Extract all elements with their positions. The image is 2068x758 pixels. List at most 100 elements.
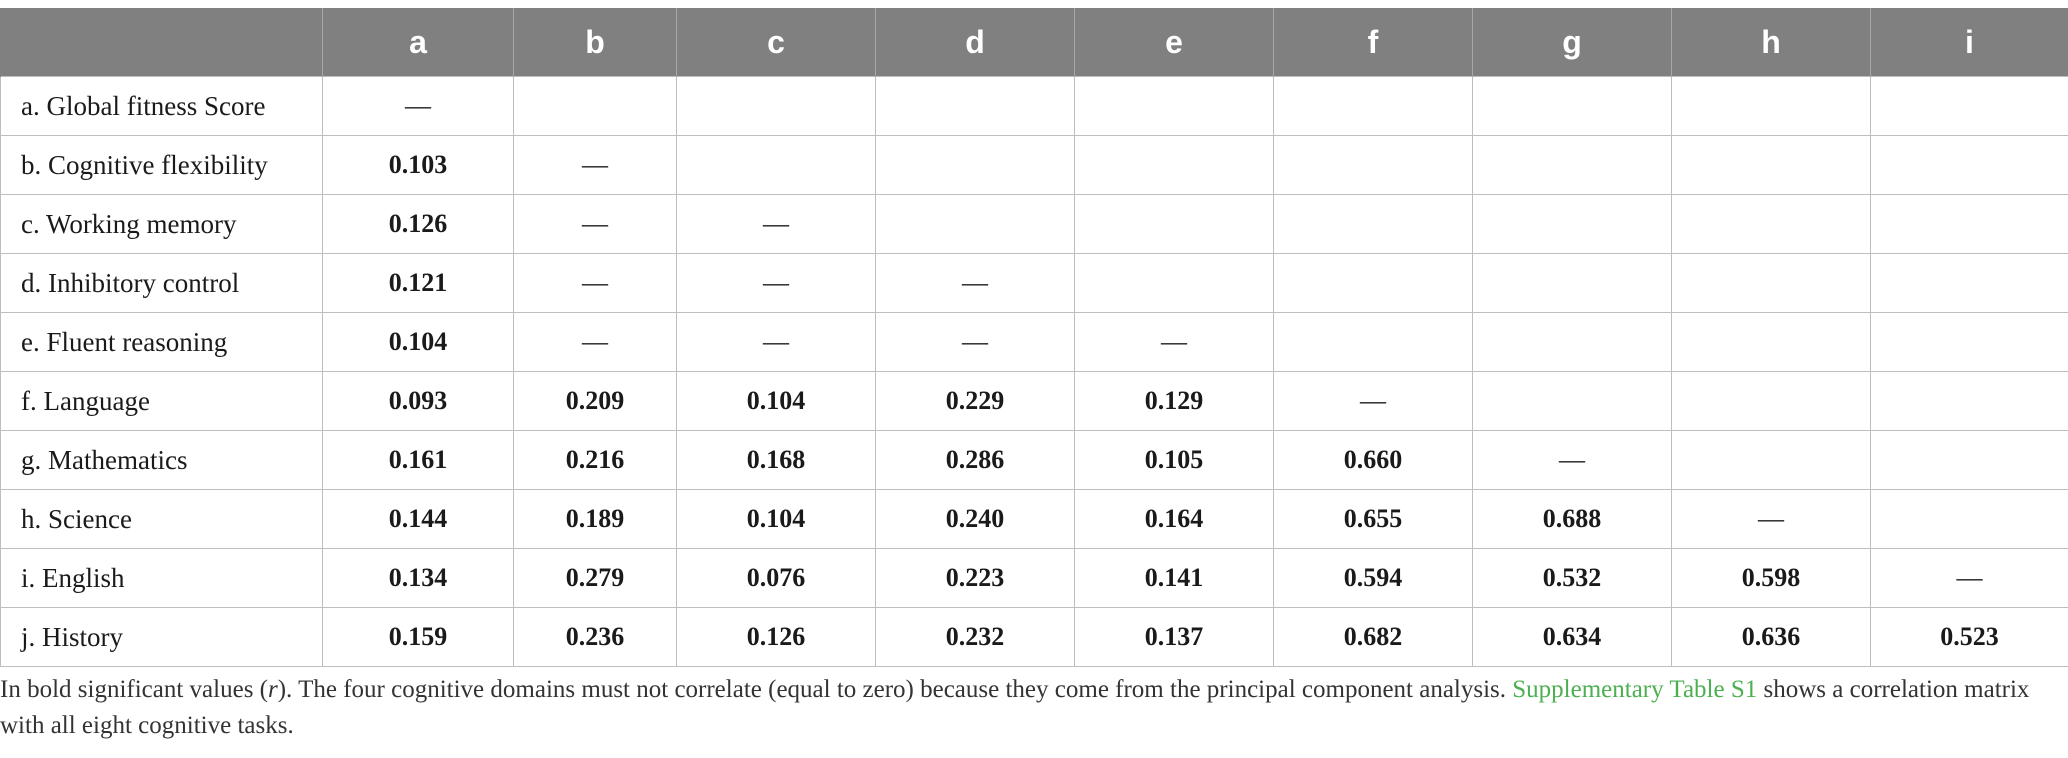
- table-cell: —: [1472, 430, 1672, 490]
- table-cell: [1870, 194, 2068, 254]
- table-cell: [1671, 312, 1871, 372]
- table-cell: —: [1273, 371, 1473, 431]
- table-cell: [676, 76, 876, 136]
- row-label: j. History: [0, 607, 323, 667]
- row-label: g. Mathematics: [0, 430, 323, 490]
- table-row: d. Inhibitory control 0.121— — —: [0, 253, 2068, 313]
- table-row: c. Working memory 0.126— —: [0, 194, 2068, 254]
- table-cell: 0.121: [322, 253, 514, 313]
- table-body: a. Global fitness Score — b. Cognitive fle…: [0, 76, 2068, 667]
- table-cell: 0.134: [322, 548, 514, 608]
- table-cell: —: [1870, 548, 2068, 608]
- table-cell: 0.655: [1273, 489, 1473, 549]
- table-cell: [1472, 312, 1672, 372]
- table-cell: 0.164: [1074, 489, 1274, 549]
- table-cell: [1671, 194, 1871, 254]
- table-cell: 0.137: [1074, 607, 1274, 667]
- footnote-r-symbol: r: [268, 676, 278, 703]
- table-cell: —: [676, 194, 876, 254]
- row-label: d. Inhibitory control: [0, 253, 323, 313]
- table-cell: [1870, 135, 2068, 195]
- table-cell: —: [513, 312, 677, 372]
- correlation-table-container: a b c d e f g h i a. Global fitness Scor…: [0, 8, 2068, 667]
- table-cell: [1870, 430, 2068, 490]
- table-cell: [1671, 430, 1871, 490]
- table-cell: 0.076: [676, 548, 876, 608]
- header-cell-c: c: [676, 8, 876, 77]
- table-row: h. Science 0.144 0.189 0.104 0.240 0.164 0.655…: [0, 489, 2068, 549]
- table-footnote: In bold significant values (r). The four…: [0, 672, 2040, 744]
- footnote-text-2: ). The four cognitive domains must not c…: [277, 676, 1513, 703]
- table-cell: [1472, 371, 1672, 431]
- table-cell: [1074, 135, 1274, 195]
- row-label: i. English: [0, 548, 323, 608]
- table-cell: 0.126: [322, 194, 514, 254]
- supplementary-table-link[interactable]: Supplementary Table S1: [1512, 676, 1758, 703]
- table-cell: [1074, 253, 1274, 313]
- table-cell: [1273, 253, 1473, 313]
- table-cell: 0.105: [1074, 430, 1274, 490]
- table-row: f. Language 0.093 0.209 0.104 0.229 0.129—: [0, 371, 2068, 431]
- table-cell: [875, 135, 1075, 195]
- table-cell: 0.523: [1870, 607, 2068, 667]
- table-cell: [1273, 194, 1473, 254]
- table-cell: 0.189: [513, 489, 677, 549]
- header-cell-h: h: [1671, 8, 1871, 77]
- row-label: c. Working memory: [0, 194, 323, 254]
- table-cell: 0.636: [1671, 607, 1871, 667]
- header-cell-b: b: [513, 8, 677, 77]
- correlation-table: a b c d e f g h i a. Global fitness Scor…: [0, 8, 2068, 667]
- table-cell: 0.660: [1273, 430, 1473, 490]
- table-cell: 0.594: [1273, 548, 1473, 608]
- table-cell: 0.093: [322, 371, 514, 431]
- table-cell: [1671, 253, 1871, 313]
- row-label: f. Language: [0, 371, 323, 431]
- table-cell: —: [676, 253, 876, 313]
- table-cell: [1472, 194, 1672, 254]
- table-cell: [676, 135, 876, 195]
- table-cell: 0.104: [676, 371, 876, 431]
- table-cell: —: [875, 253, 1075, 313]
- table-cell: [1870, 253, 2068, 313]
- header-cell-g: g: [1472, 8, 1672, 77]
- header-cell-i: i: [1870, 8, 2068, 77]
- table-cell: 0.216: [513, 430, 677, 490]
- table-cell: [1870, 489, 2068, 549]
- table-cell: [1074, 194, 1274, 254]
- table-cell: [1671, 371, 1871, 431]
- table-cell: 0.141: [1074, 548, 1274, 608]
- table-cell: —: [513, 253, 677, 313]
- header-cell-d: d: [875, 8, 1075, 77]
- table-cell: 0.232: [875, 607, 1075, 667]
- header-cell-empty: [0, 8, 323, 77]
- table-cell: 0.236: [513, 607, 677, 667]
- table-cell: 0.129: [1074, 371, 1274, 431]
- table-cell: 0.598: [1671, 548, 1871, 608]
- table-cell: —: [513, 194, 677, 254]
- table-cell: 0.126: [676, 607, 876, 667]
- table-cell: 0.229: [875, 371, 1075, 431]
- header-cell-f: f: [1273, 8, 1473, 77]
- table-cell: —: [513, 135, 677, 195]
- table-cell: [1472, 253, 1672, 313]
- table-cell: [875, 194, 1075, 254]
- row-label: h. Science: [0, 489, 323, 549]
- table-cell: 0.682: [1273, 607, 1473, 667]
- table-cell: 0.161: [322, 430, 514, 490]
- table-row: a. Global fitness Score —: [0, 76, 2068, 136]
- table-cell: [513, 76, 677, 136]
- table-cell: [1273, 135, 1473, 195]
- footnote-text-3: shows a correlation matrix with all eigh…: [0, 676, 2030, 739]
- table-cell: —: [1074, 312, 1274, 372]
- table-row: g. Mathematics 0.161 0.216 0.168 0.286 0.105 0…: [0, 430, 2068, 490]
- table-cell: [1472, 76, 1672, 136]
- table-cell: 0.223: [875, 548, 1075, 608]
- footnote-text-1: In bold significant values (: [0, 676, 268, 703]
- table-row: i. English 0.134 0.279 0.076 0.223 0.141 0.594…: [0, 548, 2068, 608]
- table-cell: 0.634: [1472, 607, 1672, 667]
- row-label: a. Global fitness Score: [0, 76, 323, 136]
- table-cell: 0.532: [1472, 548, 1672, 608]
- header-cell-e: e: [1074, 8, 1274, 77]
- table-cell: [1074, 76, 1274, 136]
- table-cell: [1870, 371, 2068, 431]
